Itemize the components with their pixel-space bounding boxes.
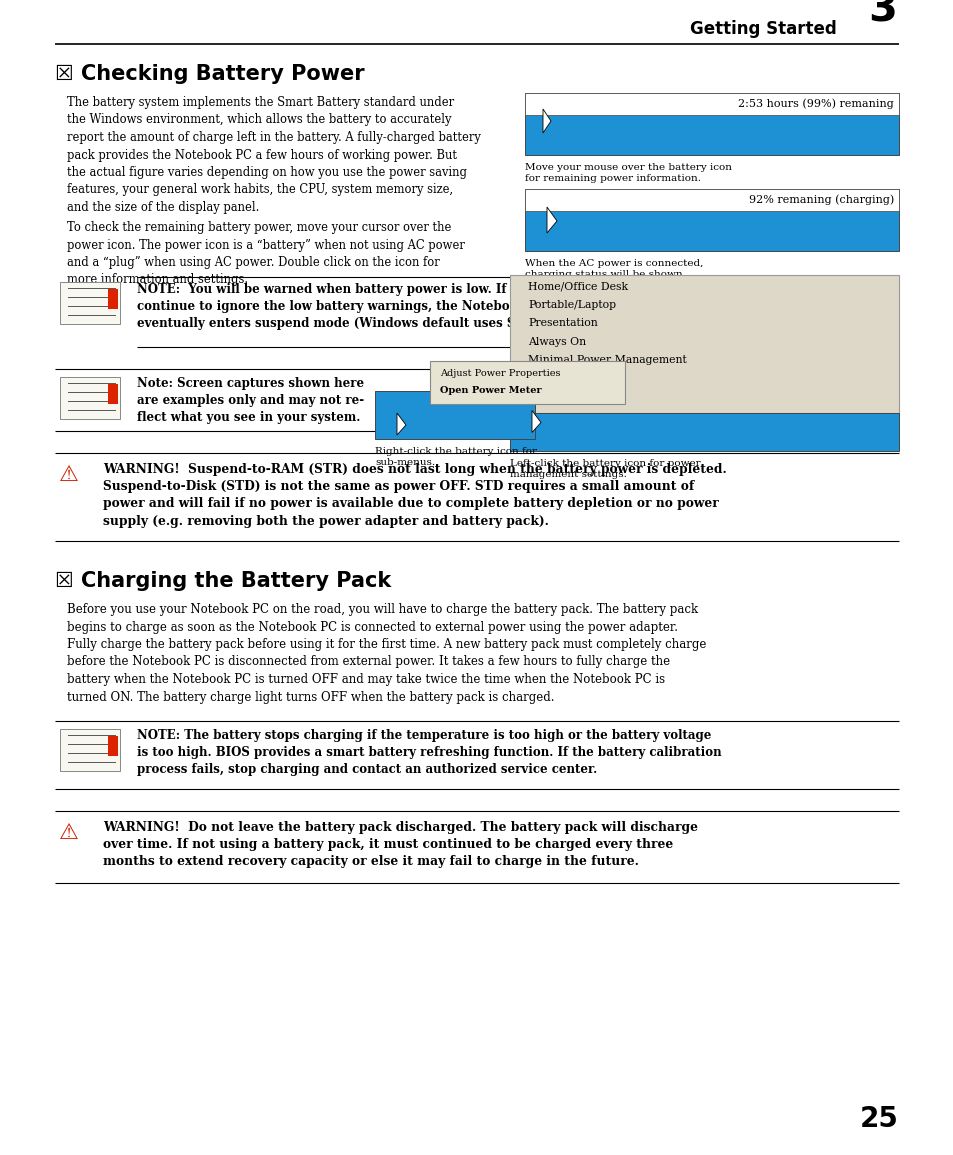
- Text: Minimal Power Management: Minimal Power Management: [527, 355, 686, 365]
- Bar: [60, 282, 120, 325]
- Text: 92% remaning (charging): 92% remaning (charging): [748, 195, 893, 206]
- Text: ☒ Checking Battery Power: ☒ Checking Battery Power: [55, 64, 364, 84]
- Text: Portable/Laptop: Portable/Laptop: [527, 299, 616, 310]
- Text: Open Power Meter: Open Power Meter: [439, 386, 541, 395]
- Bar: [108, 383, 118, 404]
- Text: Presentation: Presentation: [527, 318, 598, 328]
- Bar: [510, 275, 898, 412]
- Bar: [60, 729, 120, 772]
- Text: ⚠: ⚠: [59, 465, 79, 485]
- Text: Always On: Always On: [527, 336, 585, 346]
- Bar: [524, 189, 898, 211]
- Polygon shape: [546, 207, 557, 233]
- Polygon shape: [542, 109, 551, 133]
- Text: Before you use your Notebook PC on the road, you will have to charge the battery: Before you use your Notebook PC on the r…: [67, 603, 705, 703]
- Bar: [524, 189, 898, 251]
- Text: ⚠: ⚠: [59, 824, 79, 843]
- Text: Right-click the battery icon for
sub-menus.: Right-click the battery icon for sub-men…: [375, 447, 537, 468]
- Text: Home/Office Desk: Home/Office Desk: [527, 281, 627, 291]
- Polygon shape: [532, 410, 540, 432]
- Text: When the AC power is connected,
charging status will be shown.: When the AC power is connected, charging…: [524, 259, 702, 280]
- Text: The battery system implements the Smart Battery standard under
the Windows envir: The battery system implements the Smart …: [67, 96, 480, 214]
- Text: ☒ Charging the Battery Pack: ☒ Charging the Battery Pack: [55, 571, 391, 591]
- Text: To check the remaining battery power, move your cursor over the
power icon. The : To check the remaining battery power, mo…: [67, 221, 464, 286]
- Polygon shape: [396, 413, 406, 435]
- Text: Move your mouse over the battery icon
for remaining power information.: Move your mouse over the battery icon fo…: [524, 163, 731, 184]
- Bar: [524, 94, 898, 116]
- Text: 25: 25: [860, 1105, 898, 1133]
- Text: 2:53 hours (99%) remaning: 2:53 hours (99%) remaning: [738, 98, 893, 110]
- Text: NOTE: The battery stops charging if the temperature is too high or the battery v: NOTE: The battery stops charging if the …: [137, 729, 720, 776]
- Text: Max Battery: Max Battery: [527, 373, 595, 383]
- Text: Left-click the battery icon for power
management settings.: Left-click the battery icon for power ma…: [510, 459, 700, 479]
- Text: WARNING!  Do not leave the battery pack discharged. The battery pack will discha: WARNING! Do not leave the battery pack d…: [103, 821, 698, 869]
- Text: NOTE:  You will be warned when battery power is low. If you
continue to ignore t: NOTE: You will be warned when battery po…: [137, 283, 547, 330]
- Bar: [60, 377, 120, 419]
- Bar: [430, 362, 624, 404]
- Text: • Power4 Gear: • Power4 Gear: [527, 392, 609, 402]
- Bar: [108, 736, 118, 757]
- Text: Getting Started: Getting Started: [690, 20, 836, 38]
- Text: 3: 3: [867, 0, 896, 31]
- Bar: [375, 392, 535, 439]
- Bar: [510, 412, 898, 450]
- Bar: [524, 94, 898, 155]
- Text: Adjust Power Properties: Adjust Power Properties: [439, 368, 560, 378]
- Text: WARNING!  Suspend-to-RAM (STR) does not last long when the battery power is depl: WARNING! Suspend-to-RAM (STR) does not l…: [103, 463, 726, 528]
- Text: Note: Screen captures shown here
are examples only and may not re-
flect what yo: Note: Screen captures shown here are exa…: [137, 377, 364, 424]
- Bar: [108, 289, 118, 310]
